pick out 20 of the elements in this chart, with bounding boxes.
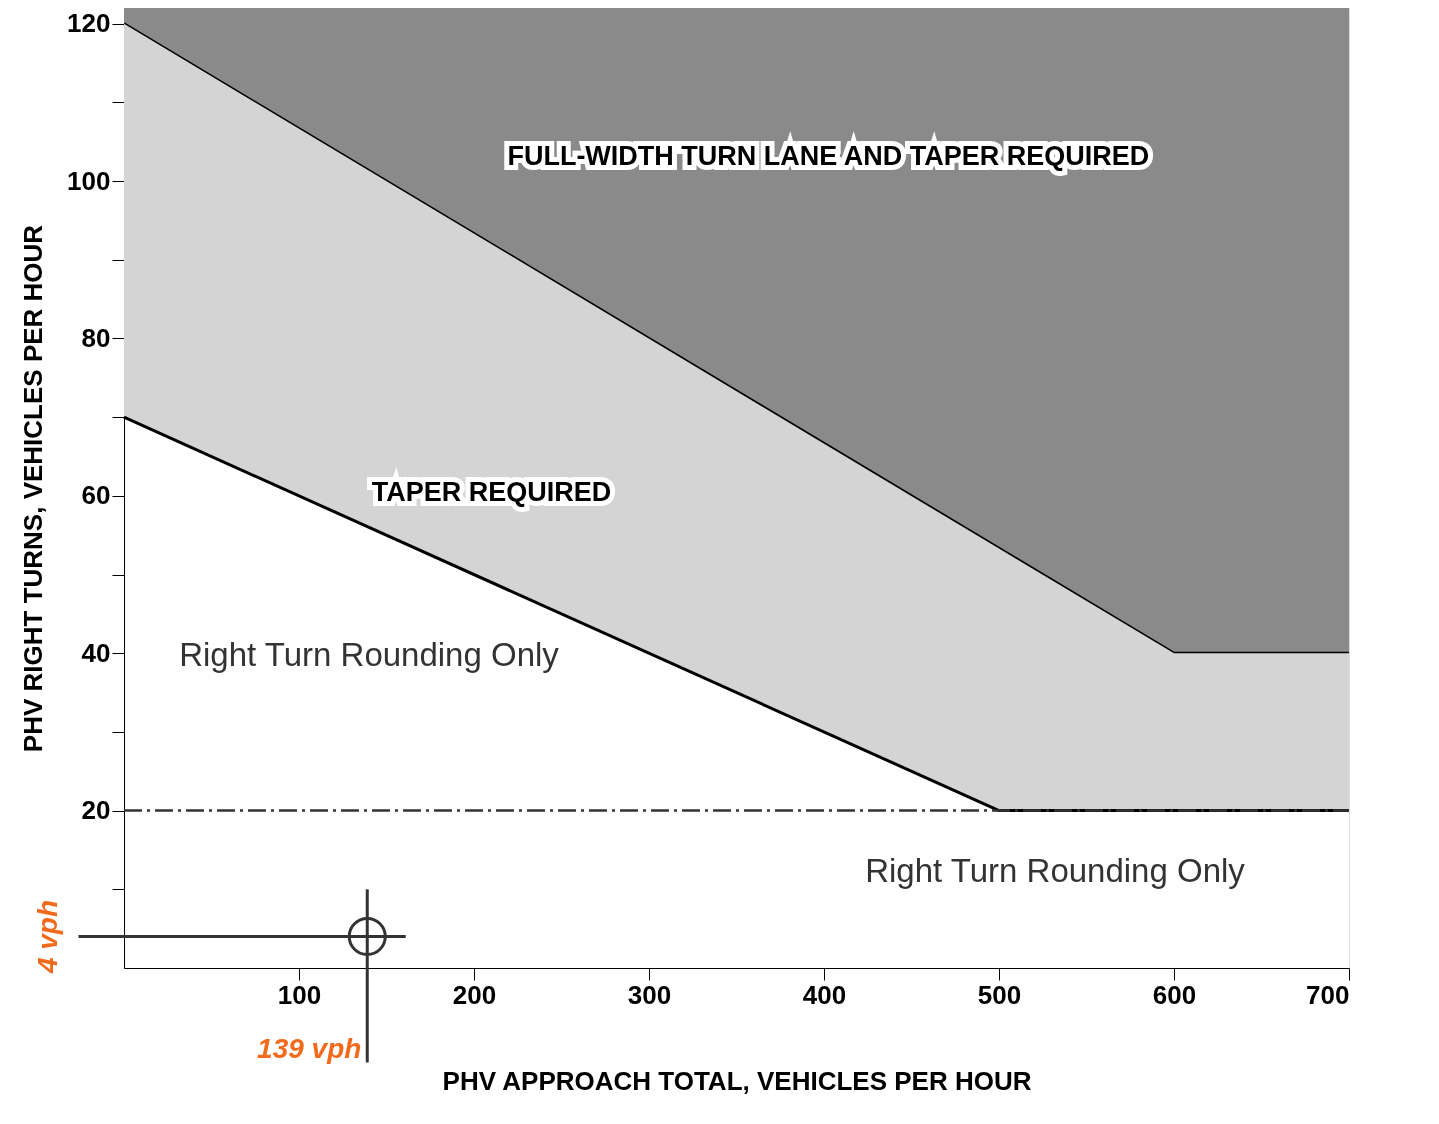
annotation: TAPER REQUIRED: [371, 476, 612, 507]
text: 4 vph: [32, 899, 63, 975]
x-axis-title: PHV APPROACH TOTAL, VEHICLES PER HOUR: [442, 1065, 1032, 1096]
y-tick-label: 80: [81, 322, 111, 353]
y-tick-label: 120: [67, 8, 111, 39]
x-tick-label: 500: [977, 979, 1022, 1010]
y-tick-label: 100: [67, 165, 111, 196]
x-tick-label: 100: [277, 979, 322, 1010]
x-tick-label: 600: [1152, 979, 1197, 1010]
x-tick-label: 200: [452, 979, 497, 1010]
y-tick-label: 20: [81, 795, 111, 826]
x-tick-label: 700: [1306, 979, 1350, 1010]
annotation: Right Turn Rounding Only: [865, 852, 1246, 889]
x-tick-label: 300: [627, 979, 672, 1010]
text: 139 vph: [257, 1033, 362, 1064]
y-tick-label: 40: [81, 637, 111, 668]
y-tick-label: 60: [81, 480, 111, 511]
annotation: Right Turn Rounding Only: [179, 636, 560, 673]
y-axis-title: PHV RIGHT TURNS, VEHICLES PER HOUR: [18, 224, 49, 753]
x-tick-label: 400: [802, 979, 847, 1010]
